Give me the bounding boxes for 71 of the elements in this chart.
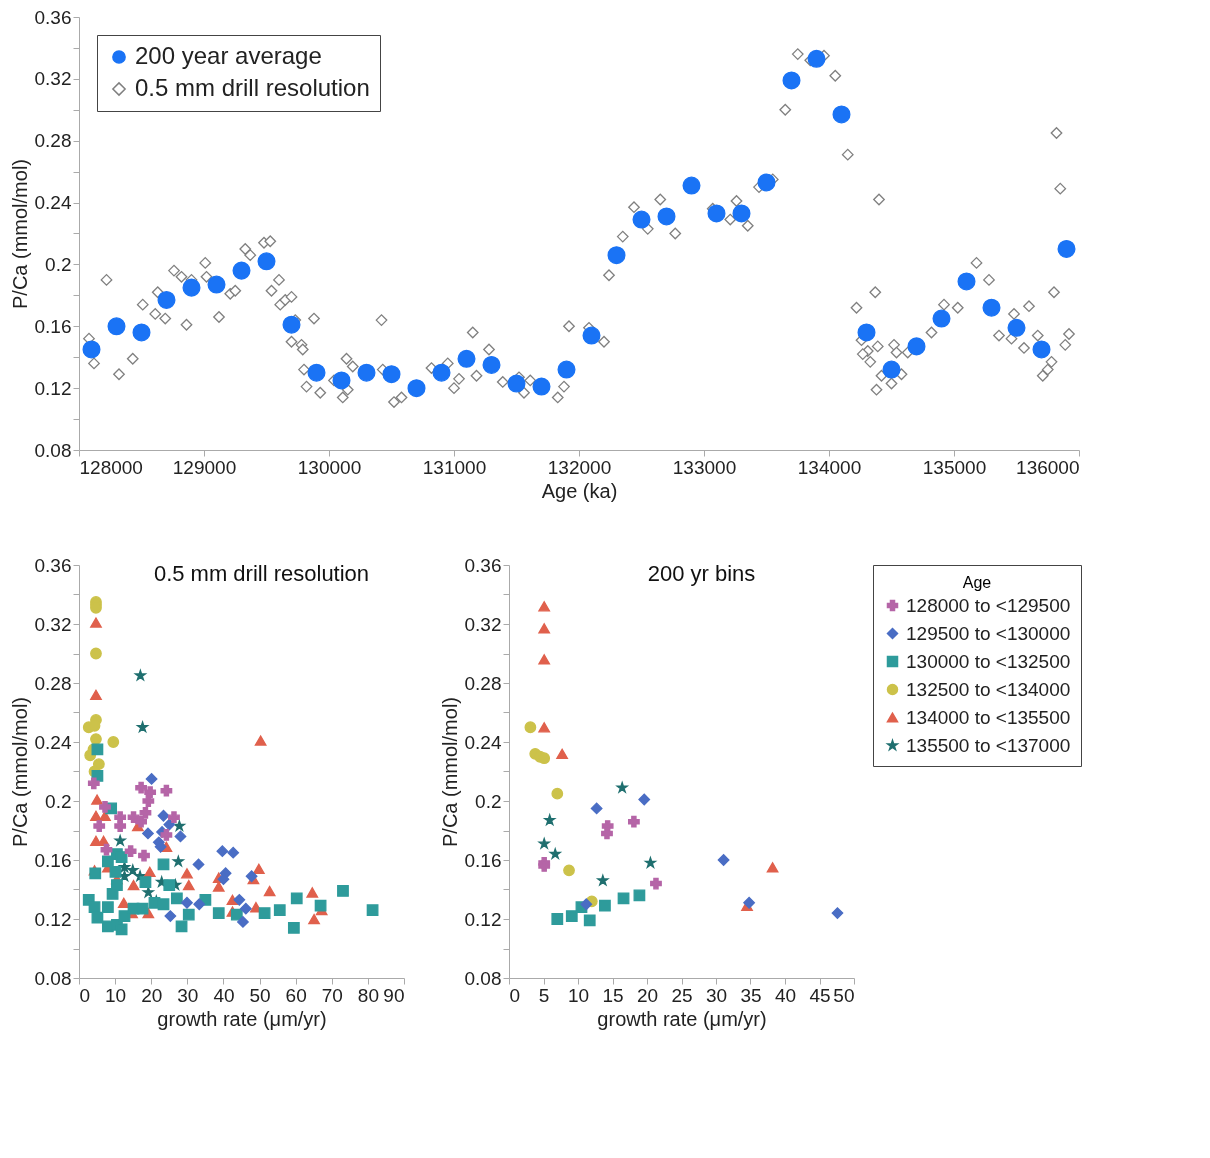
y-tick-label: 0.28: [34, 672, 72, 694]
x-tick-label: 129000: [172, 456, 237, 478]
x-axis-title: growth rate (μm/yr): [157, 1007, 327, 1030]
x-tick-label: 20: [636, 984, 659, 1006]
x-tick-label: 136000: [1016, 456, 1080, 478]
x-tick-label: 30: [177, 984, 199, 1006]
x-tick-label: 132000: [547, 456, 612, 478]
x-tick-label: 128000: [79, 456, 143, 478]
y-tick-label: 0.32: [464, 613, 502, 635]
x-tick-label: 80: [357, 984, 379, 1006]
y-tick-label: 0.2: [45, 253, 72, 275]
legend-label: 128000 to <129500: [906, 594, 1071, 616]
y-tick-label: 0.16: [34, 315, 72, 337]
y-tick-label: 0.08: [34, 967, 72, 989]
chart-title: 0.5 mm drill resolution: [153, 561, 370, 586]
x-tick-label: 50: [249, 984, 271, 1006]
x-tick-label: 40: [774, 984, 797, 1006]
x-tick-label: 5: [538, 984, 550, 1006]
y-tick-label: 0.32: [34, 613, 72, 635]
y-tick-label: 0.24: [34, 731, 72, 753]
x-tick-label: 134000: [797, 456, 862, 478]
x-tick-label: 45: [809, 984, 831, 1006]
y-tick-label: 0.08: [464, 967, 502, 989]
y-axis-title: P/Ca (mmol/mol): [8, 696, 31, 848]
x-axis-title: Age (ka): [541, 479, 618, 502]
x-tick-label: 70: [321, 984, 343, 1006]
y-tick-label: 0.36: [464, 554, 502, 576]
x-tick-label: 133000: [672, 456, 737, 478]
x-tick-label: 25: [671, 984, 693, 1006]
x-tick-label: 35: [740, 984, 762, 1006]
x-tick-label: 15: [602, 984, 624, 1006]
x-tick-label: 40: [213, 984, 235, 1006]
x-tick-label: 30: [705, 984, 728, 1006]
legend-label: 130000 to <132500: [906, 650, 1071, 672]
x-tick-label: 60: [285, 984, 307, 1006]
x-tick-label: 10: [105, 984, 127, 1006]
x-tick-label: 131000: [422, 456, 487, 478]
x-tick-label: 50: [833, 984, 855, 1006]
x-axis-title: growth rate (μm/yr): [597, 1007, 767, 1030]
chart-title: 200 yr bins: [647, 561, 756, 586]
x-tick-label: 0: [79, 984, 91, 1006]
y-axis-title: P/Ca (mmol/mol): [8, 158, 31, 310]
legend-label: 200 year average: [135, 42, 322, 69]
y-tick-label: 0.2: [45, 790, 72, 812]
x-tick-label: 130000: [297, 456, 362, 478]
y-tick-label: 0.28: [464, 672, 502, 694]
y-tick-label: 0.08: [34, 439, 72, 461]
y-tick-label: 0.24: [34, 192, 72, 214]
y-axis-title: P/Ca (mmol/mol): [438, 696, 461, 848]
y-tick-label: 0.12: [34, 377, 72, 399]
legend-label: 132500 to <134000: [906, 678, 1071, 700]
y-tick-label: 0.16: [34, 849, 72, 871]
y-tick-label: 0.24: [464, 731, 502, 753]
x-tick-label: 135000: [922, 456, 987, 478]
legend-title: Age: [962, 574, 992, 591]
y-tick-label: 0.36: [34, 554, 72, 576]
x-tick-label: 90: [383, 984, 405, 1006]
y-tick-label: 0.28: [34, 130, 72, 152]
y-tick-label: 0.2: [475, 790, 502, 812]
y-tick-label: 0.36: [34, 6, 72, 28]
legend-label: 0.5 mm drill resolution: [135, 74, 370, 101]
y-tick-label: 0.32: [34, 68, 72, 90]
x-tick-label: 20: [141, 984, 163, 1006]
y-tick-label: 0.12: [464, 908, 502, 930]
legend-label: 129500 to <130000: [906, 622, 1071, 644]
x-tick-label: 0: [509, 984, 521, 1006]
legend-label: 135500 to <137000: [906, 734, 1071, 756]
legend-label: 134000 to <135500: [906, 706, 1071, 728]
y-tick-label: 0.12: [34, 908, 72, 930]
x-tick-label: 10: [567, 984, 590, 1006]
y-tick-label: 0.16: [464, 849, 502, 871]
